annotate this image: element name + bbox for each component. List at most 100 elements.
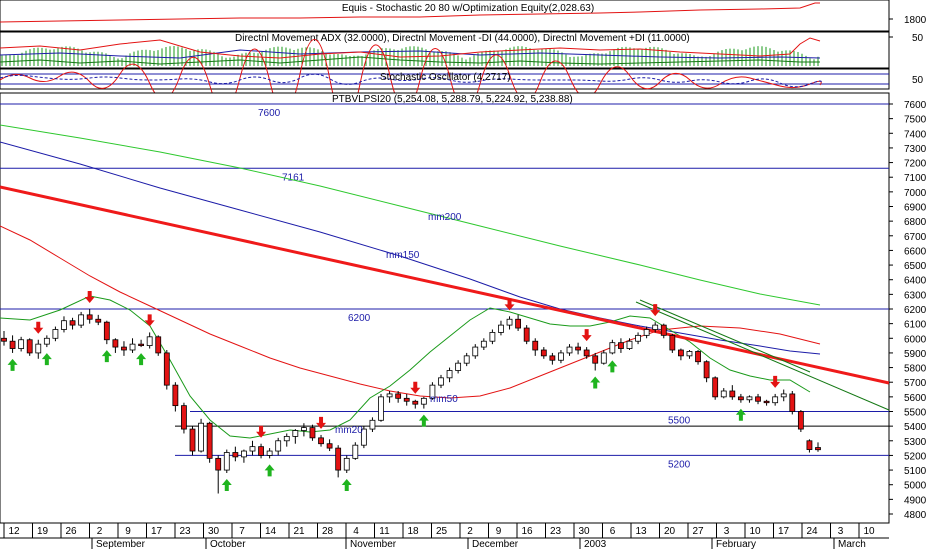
candle xyxy=(523,325,530,345)
dmi-histogram xyxy=(1,46,819,66)
x-day-label: 4 xyxy=(353,526,359,537)
candle xyxy=(438,374,444,389)
candle xyxy=(352,442,359,460)
y-tick-label: 5500 xyxy=(904,408,927,419)
candle xyxy=(249,440,256,456)
candle xyxy=(35,339,42,359)
x-day-label: 26 xyxy=(65,526,77,537)
candle xyxy=(163,350,170,390)
candle xyxy=(378,393,384,422)
level-label-5200: 5200 xyxy=(668,459,691,470)
x-month-label: October xyxy=(210,539,246,549)
y-tick-label: 7600 xyxy=(904,100,927,111)
candle xyxy=(600,350,607,365)
candle xyxy=(772,393,779,406)
level-label-7600: 7600 xyxy=(258,108,281,119)
candle xyxy=(95,314,102,326)
candle xyxy=(129,338,136,353)
level-label-6200: 6200 xyxy=(348,313,371,324)
x-day-label: 2 xyxy=(467,526,473,537)
sell-signal-arrow xyxy=(581,329,592,342)
y-tick-label: 7400 xyxy=(904,129,927,140)
x-month-label: September xyxy=(96,539,146,549)
equity-tick: 1800 xyxy=(904,15,927,26)
y-tick-label: 5000 xyxy=(904,481,927,492)
y-tick-label: 4800 xyxy=(904,510,927,521)
level-label-5500: 5500 xyxy=(668,416,691,427)
stoch-panel: Stochastic Oscillator (4.2717) 50 xyxy=(0,39,924,121)
candle xyxy=(583,347,590,359)
price-y-axis: 4800 4900 5000 5100 5200 5300 5400 5500 5600 5700… xyxy=(889,100,927,521)
x-day-label: 6 xyxy=(610,526,616,537)
candle xyxy=(489,329,496,345)
candle xyxy=(86,309,93,324)
x-month-label: March xyxy=(838,539,866,549)
y-tick-label: 7000 xyxy=(904,188,927,199)
y-tick-label: 5100 xyxy=(904,466,927,477)
y-tick-label: 4900 xyxy=(904,495,927,506)
candle xyxy=(258,443,264,459)
y-tick-label: 6600 xyxy=(904,246,927,257)
candle xyxy=(463,352,470,367)
y-tick-label: 6100 xyxy=(904,320,927,331)
candle xyxy=(678,348,684,361)
y-tick-label: 5600 xyxy=(904,393,927,404)
x-day-label: 2 xyxy=(97,526,103,537)
candle xyxy=(532,338,539,356)
y-tick-label: 5200 xyxy=(904,451,927,462)
candle xyxy=(232,446,239,462)
sell-signal-arrow xyxy=(256,425,267,438)
candle xyxy=(780,389,787,402)
candle xyxy=(369,417,376,432)
x-day-label: 18 xyxy=(407,526,419,537)
candle xyxy=(9,335,16,353)
y-tick-label: 7500 xyxy=(904,115,927,126)
green-trend-line-2 xyxy=(639,299,811,373)
candle xyxy=(429,382,436,400)
buy-signal-arrow xyxy=(418,414,429,427)
candle xyxy=(566,344,573,356)
stoch-tick: 50 xyxy=(912,75,924,86)
x-day-label: 28 xyxy=(322,526,334,537)
mm50-label: mm50 xyxy=(430,394,458,405)
y-tick-label: 6300 xyxy=(904,290,927,301)
ma-labels: mm200 mm150 mm50 mm20 xyxy=(335,212,462,436)
x-day-label: 27 xyxy=(692,526,704,537)
x-day-label: 10 xyxy=(749,526,761,537)
candle xyxy=(729,385,736,400)
y-tick-label: 6900 xyxy=(904,203,927,214)
y-tick-label: 6800 xyxy=(904,217,927,228)
candle xyxy=(498,320,504,336)
y-tick-label: 5300 xyxy=(904,437,927,448)
dmi-panel: Directnl Movement ADX (32.0000), Directn… xyxy=(0,31,924,69)
x-day-label: 30 xyxy=(578,526,590,537)
candle xyxy=(506,316,513,330)
candle xyxy=(446,367,453,383)
candle xyxy=(549,352,556,365)
candle xyxy=(275,437,282,456)
candle xyxy=(472,344,479,359)
buy-signal-arrow xyxy=(41,353,52,366)
candle xyxy=(112,338,119,353)
y-tick-label: 5800 xyxy=(904,364,927,375)
candle xyxy=(206,421,213,463)
x-day-label: 23 xyxy=(179,526,191,537)
y-tick-label: 5400 xyxy=(904,422,927,433)
candlesticks xyxy=(1,309,821,494)
stoch-d-line xyxy=(0,73,822,88)
buy-signal-arrow xyxy=(264,464,275,477)
candle xyxy=(686,350,693,359)
equity-line xyxy=(0,2,820,23)
candle xyxy=(420,396,427,409)
y-tick-label: 6500 xyxy=(904,261,927,272)
mm200-label: mm200 xyxy=(428,212,462,223)
x-month-label: November xyxy=(350,539,397,549)
buy-signal-arrow xyxy=(607,360,618,373)
signal-arrows xyxy=(7,291,781,491)
y-tick-label: 7100 xyxy=(904,173,927,184)
x-day-label: 12 xyxy=(8,526,20,537)
x-day-label: 24 xyxy=(806,526,818,537)
mm200-line xyxy=(0,124,821,306)
candle xyxy=(395,391,402,403)
candle xyxy=(815,442,821,452)
